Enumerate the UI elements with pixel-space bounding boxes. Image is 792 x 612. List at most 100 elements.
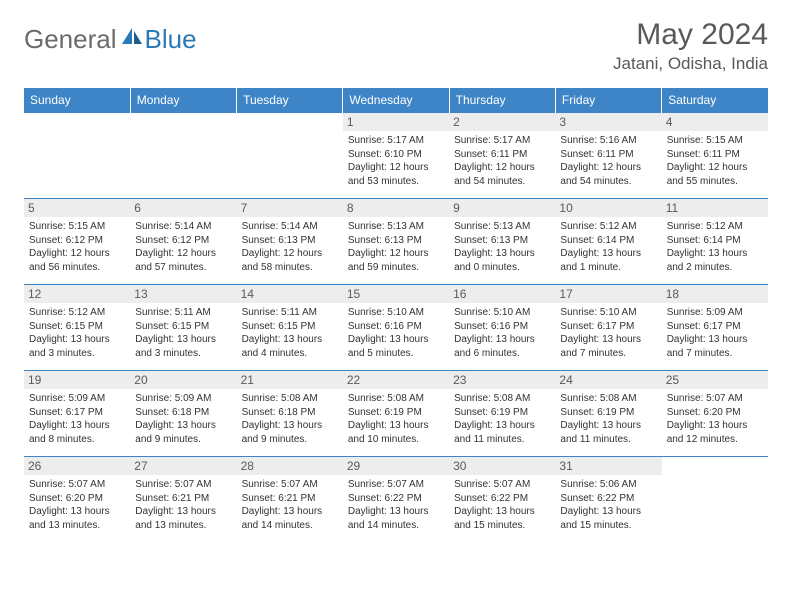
- day-cell: 8Sunrise: 5:13 AMSunset: 6:13 PMDaylight…: [343, 199, 449, 285]
- daylight-line: Daylight: 13 hours and 8 minutes.: [29, 419, 125, 446]
- sunrise-line: Sunrise: 5:15 AM: [29, 220, 125, 234]
- logo-sail-icon: [121, 27, 143, 52]
- day-number: 23: [449, 371, 555, 389]
- day-number: 18: [662, 285, 768, 303]
- day-cell: [130, 113, 236, 199]
- week-row: 19Sunrise: 5:09 AMSunset: 6:17 PMDayligh…: [24, 371, 768, 457]
- day-number: 16: [449, 285, 555, 303]
- day-number: 17: [555, 285, 661, 303]
- daylight-line: Daylight: 13 hours and 5 minutes.: [348, 333, 444, 360]
- daylight-line: Daylight: 12 hours and 59 minutes.: [348, 247, 444, 274]
- daylight-line: Daylight: 13 hours and 15 minutes.: [454, 505, 550, 532]
- sunset-line: Sunset: 6:12 PM: [29, 234, 125, 248]
- daylight-line: Daylight: 13 hours and 7 minutes.: [667, 333, 763, 360]
- day-number: 28: [237, 457, 343, 475]
- day-cell: 23Sunrise: 5:08 AMSunset: 6:19 PMDayligh…: [449, 371, 555, 457]
- day-number: 25: [662, 371, 768, 389]
- day-number: 4: [662, 113, 768, 131]
- day-header: Thursday: [449, 88, 555, 113]
- sunset-line: Sunset: 6:20 PM: [29, 492, 125, 506]
- day-header-row: SundayMondayTuesdayWednesdayThursdayFrid…: [24, 88, 768, 113]
- sunset-line: Sunset: 6:11 PM: [454, 148, 550, 162]
- week-row: 5Sunrise: 5:15 AMSunset: 6:12 PMDaylight…: [24, 199, 768, 285]
- daylight-line: Daylight: 13 hours and 9 minutes.: [242, 419, 338, 446]
- day-cell: 10Sunrise: 5:12 AMSunset: 6:14 PMDayligh…: [555, 199, 661, 285]
- day-number: 30: [449, 457, 555, 475]
- sunrise-line: Sunrise: 5:17 AM: [348, 134, 444, 148]
- sunset-line: Sunset: 6:17 PM: [29, 406, 125, 420]
- sunset-line: Sunset: 6:22 PM: [560, 492, 656, 506]
- sunset-line: Sunset: 6:17 PM: [667, 320, 763, 334]
- day-number: 29: [343, 457, 449, 475]
- day-cell: 24Sunrise: 5:08 AMSunset: 6:19 PMDayligh…: [555, 371, 661, 457]
- location: Jatani, Odisha, India: [613, 54, 768, 74]
- sunrise-line: Sunrise: 5:12 AM: [667, 220, 763, 234]
- daylight-line: Daylight: 13 hours and 13 minutes.: [135, 505, 231, 532]
- day-cell: 25Sunrise: 5:07 AMSunset: 6:20 PMDayligh…: [662, 371, 768, 457]
- sunset-line: Sunset: 6:19 PM: [560, 406, 656, 420]
- day-cell: 14Sunrise: 5:11 AMSunset: 6:15 PMDayligh…: [237, 285, 343, 371]
- month-title: May 2024: [613, 18, 768, 52]
- daylight-line: Daylight: 12 hours and 55 minutes.: [667, 161, 763, 188]
- day-number: 14: [237, 285, 343, 303]
- day-cell: 12Sunrise: 5:12 AMSunset: 6:15 PMDayligh…: [24, 285, 130, 371]
- day-header: Friday: [555, 88, 661, 113]
- daylight-line: Daylight: 13 hours and 14 minutes.: [348, 505, 444, 532]
- sunrise-line: Sunrise: 5:07 AM: [348, 478, 444, 492]
- sunset-line: Sunset: 6:12 PM: [135, 234, 231, 248]
- day-number: 31: [555, 457, 661, 475]
- sunrise-line: Sunrise: 5:12 AM: [560, 220, 656, 234]
- day-cell: 28Sunrise: 5:07 AMSunset: 6:21 PMDayligh…: [237, 457, 343, 543]
- week-row: 26Sunrise: 5:07 AMSunset: 6:20 PMDayligh…: [24, 457, 768, 543]
- header: General Blue May 2024 Jatani, Odisha, In…: [24, 18, 768, 74]
- daylight-line: Daylight: 13 hours and 10 minutes.: [348, 419, 444, 446]
- day-cell: 5Sunrise: 5:15 AMSunset: 6:12 PMDaylight…: [24, 199, 130, 285]
- day-number: 2: [449, 113, 555, 131]
- day-number: 5: [24, 199, 130, 217]
- daylight-line: Daylight: 13 hours and 11 minutes.: [454, 419, 550, 446]
- sunset-line: Sunset: 6:10 PM: [348, 148, 444, 162]
- day-number: 21: [237, 371, 343, 389]
- day-number: 13: [130, 285, 236, 303]
- logo-text-blue: Blue: [145, 24, 197, 55]
- daylight-line: Daylight: 13 hours and 15 minutes.: [560, 505, 656, 532]
- daylight-line: Daylight: 13 hours and 11 minutes.: [560, 419, 656, 446]
- day-cell: 6Sunrise: 5:14 AMSunset: 6:12 PMDaylight…: [130, 199, 236, 285]
- sunrise-line: Sunrise: 5:14 AM: [242, 220, 338, 234]
- day-number: 12: [24, 285, 130, 303]
- sunrise-line: Sunrise: 5:15 AM: [667, 134, 763, 148]
- day-cell: 17Sunrise: 5:10 AMSunset: 6:17 PMDayligh…: [555, 285, 661, 371]
- daylight-line: Daylight: 13 hours and 1 minute.: [560, 247, 656, 274]
- daylight-line: Daylight: 13 hours and 7 minutes.: [560, 333, 656, 360]
- sunrise-line: Sunrise: 5:17 AM: [454, 134, 550, 148]
- logo-text-general: General: [24, 24, 117, 55]
- day-header: Monday: [130, 88, 236, 113]
- daylight-line: Daylight: 12 hours and 54 minutes.: [560, 161, 656, 188]
- sunset-line: Sunset: 6:21 PM: [242, 492, 338, 506]
- sunset-line: Sunset: 6:15 PM: [135, 320, 231, 334]
- day-number: 8: [343, 199, 449, 217]
- day-cell: 18Sunrise: 5:09 AMSunset: 6:17 PMDayligh…: [662, 285, 768, 371]
- day-number: 22: [343, 371, 449, 389]
- sunset-line: Sunset: 6:18 PM: [135, 406, 231, 420]
- daylight-line: Daylight: 13 hours and 12 minutes.: [667, 419, 763, 446]
- sunset-line: Sunset: 6:11 PM: [667, 148, 763, 162]
- day-cell: 22Sunrise: 5:08 AMSunset: 6:19 PMDayligh…: [343, 371, 449, 457]
- day-number: 19: [24, 371, 130, 389]
- day-number: 15: [343, 285, 449, 303]
- sunrise-line: Sunrise: 5:10 AM: [560, 306, 656, 320]
- day-number: 26: [24, 457, 130, 475]
- sunrise-line: Sunrise: 5:13 AM: [454, 220, 550, 234]
- sunrise-line: Sunrise: 5:10 AM: [454, 306, 550, 320]
- daylight-line: Daylight: 13 hours and 13 minutes.: [29, 505, 125, 532]
- sunrise-line: Sunrise: 5:13 AM: [348, 220, 444, 234]
- sunrise-line: Sunrise: 5:10 AM: [348, 306, 444, 320]
- day-cell: 2Sunrise: 5:17 AMSunset: 6:11 PMDaylight…: [449, 113, 555, 199]
- day-header: Saturday: [662, 88, 768, 113]
- sunrise-line: Sunrise: 5:07 AM: [667, 392, 763, 406]
- sunrise-line: Sunrise: 5:11 AM: [242, 306, 338, 320]
- sunset-line: Sunset: 6:13 PM: [454, 234, 550, 248]
- daylight-line: Daylight: 13 hours and 14 minutes.: [242, 505, 338, 532]
- daylight-line: Daylight: 13 hours and 6 minutes.: [454, 333, 550, 360]
- sunset-line: Sunset: 6:18 PM: [242, 406, 338, 420]
